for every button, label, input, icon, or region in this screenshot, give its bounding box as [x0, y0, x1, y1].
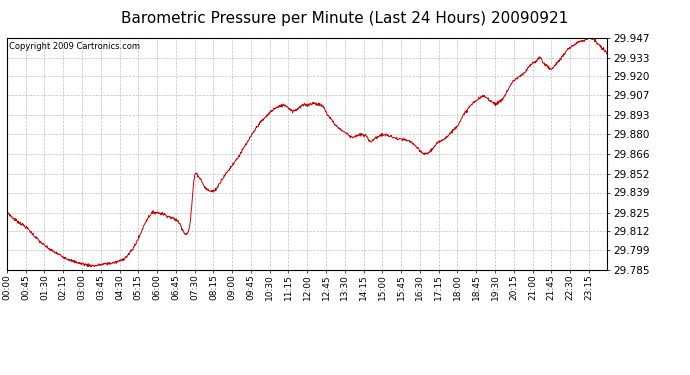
- Text: Copyright 2009 Cartronics.com: Copyright 2009 Cartronics.com: [9, 42, 139, 51]
- Text: Barometric Pressure per Minute (Last 24 Hours) 20090921: Barometric Pressure per Minute (Last 24 …: [121, 11, 569, 26]
